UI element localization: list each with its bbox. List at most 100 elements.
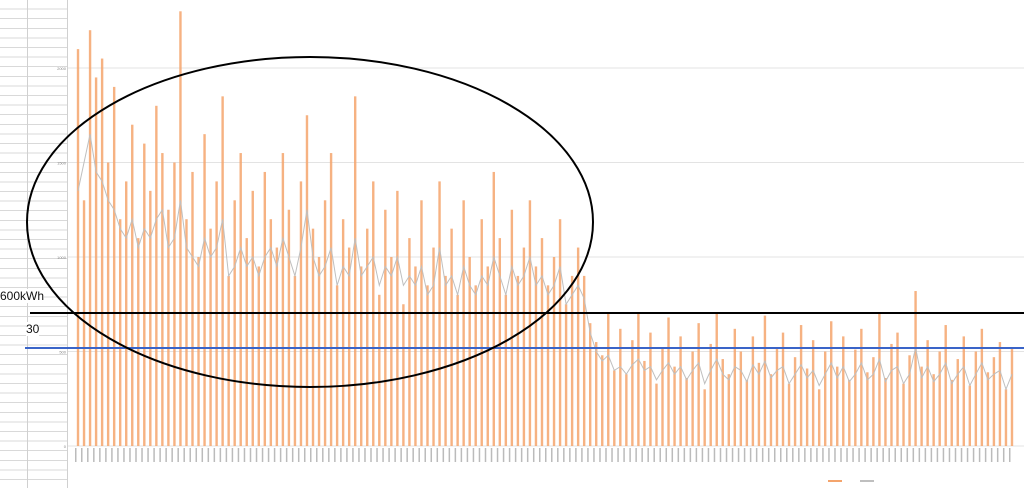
bar — [866, 372, 869, 446]
bar — [727, 374, 730, 446]
x-tick-label — [695, 448, 698, 462]
x-tick-label — [792, 448, 794, 462]
bar — [173, 162, 176, 446]
x-tick-label — [273, 448, 276, 462]
bar — [76, 49, 80, 446]
bar — [498, 238, 502, 446]
x-tick-label — [749, 448, 752, 462]
x-tick-label — [394, 448, 396, 462]
x-tick-label — [641, 448, 643, 462]
bar — [842, 336, 845, 446]
bar — [263, 171, 267, 446]
bar — [938, 351, 941, 446]
bar — [540, 238, 544, 446]
x-tick-label — [87, 448, 89, 462]
bar — [703, 389, 706, 446]
x-tick-label — [231, 448, 234, 462]
x-tick-label — [972, 448, 975, 462]
x-tick-label — [683, 448, 686, 462]
bar — [799, 325, 803, 446]
x-tick-label — [297, 448, 300, 462]
x-tick-label — [948, 448, 951, 462]
x-tick-label — [237, 448, 240, 462]
x-tick-label — [918, 448, 921, 462]
x-tick-label — [285, 448, 288, 462]
x-tick-label — [593, 448, 595, 462]
bar — [546, 285, 550, 446]
x-tick-label — [912, 448, 915, 462]
x-tick-label — [786, 448, 788, 462]
x-tick-label — [213, 448, 216, 462]
x-tick-label — [147, 448, 149, 462]
x-tick-label — [159, 448, 161, 462]
bar — [275, 247, 279, 446]
bar — [558, 219, 562, 446]
x-tick-label — [484, 448, 487, 462]
bar — [161, 153, 164, 447]
x-tick-label — [466, 448, 469, 462]
bar — [685, 377, 688, 446]
bar — [552, 257, 556, 446]
x-tick-label — [376, 448, 378, 462]
x-tick-label — [81, 448, 83, 462]
bar — [570, 275, 574, 446]
x-tick-label — [310, 448, 312, 462]
bar — [751, 336, 755, 446]
x-tick-label — [990, 448, 993, 462]
bar — [269, 219, 273, 446]
x-tick-label — [358, 448, 360, 462]
bar — [137, 238, 140, 446]
bar — [329, 153, 333, 447]
bar — [444, 275, 447, 446]
bar — [631, 340, 634, 446]
bar — [257, 266, 260, 446]
x-tick-label — [966, 448, 969, 462]
x-tick-label — [924, 448, 927, 462]
x-tick-label — [888, 448, 890, 462]
x-tick-label — [1002, 448, 1005, 462]
bar — [679, 336, 682, 446]
bar — [854, 349, 857, 446]
bar — [830, 321, 833, 446]
x-tick-label — [340, 448, 342, 462]
bar — [384, 209, 387, 446]
bar — [817, 389, 821, 446]
x-tick-label — [671, 448, 674, 462]
y-tick-label: 1500 — [57, 161, 67, 166]
x-tick-label — [629, 448, 631, 462]
x-tick-label — [575, 448, 577, 462]
bar — [353, 96, 357, 446]
x-tick-label — [99, 448, 101, 462]
bar — [221, 96, 224, 446]
bar — [582, 275, 586, 446]
x-tick-label — [129, 448, 131, 462]
bar — [245, 238, 248, 446]
bar — [848, 379, 851, 446]
bar — [884, 377, 887, 446]
bar — [450, 228, 453, 446]
x-tick-label — [514, 448, 517, 462]
bar — [185, 219, 188, 446]
x-tick-label — [834, 448, 836, 462]
x-tick-label — [412, 448, 414, 462]
x-tick-label — [701, 448, 704, 462]
bar — [691, 351, 694, 446]
bar — [233, 200, 236, 446]
bar — [793, 357, 797, 446]
x-tick-label — [123, 448, 125, 462]
bar — [197, 257, 200, 446]
bar — [486, 266, 489, 446]
bar — [655, 383, 658, 446]
bar — [432, 247, 435, 446]
x-tick-label — [135, 448, 137, 462]
bar — [715, 313, 718, 446]
x-tick-label — [532, 448, 535, 462]
bar — [908, 355, 911, 446]
x-tick-label — [490, 448, 493, 462]
x-tick-label — [472, 448, 475, 462]
highlight-ellipse — [26, 56, 594, 388]
bar — [588, 323, 592, 446]
bar — [613, 370, 616, 446]
x-tick-label — [996, 448, 999, 462]
bar — [504, 294, 508, 446]
